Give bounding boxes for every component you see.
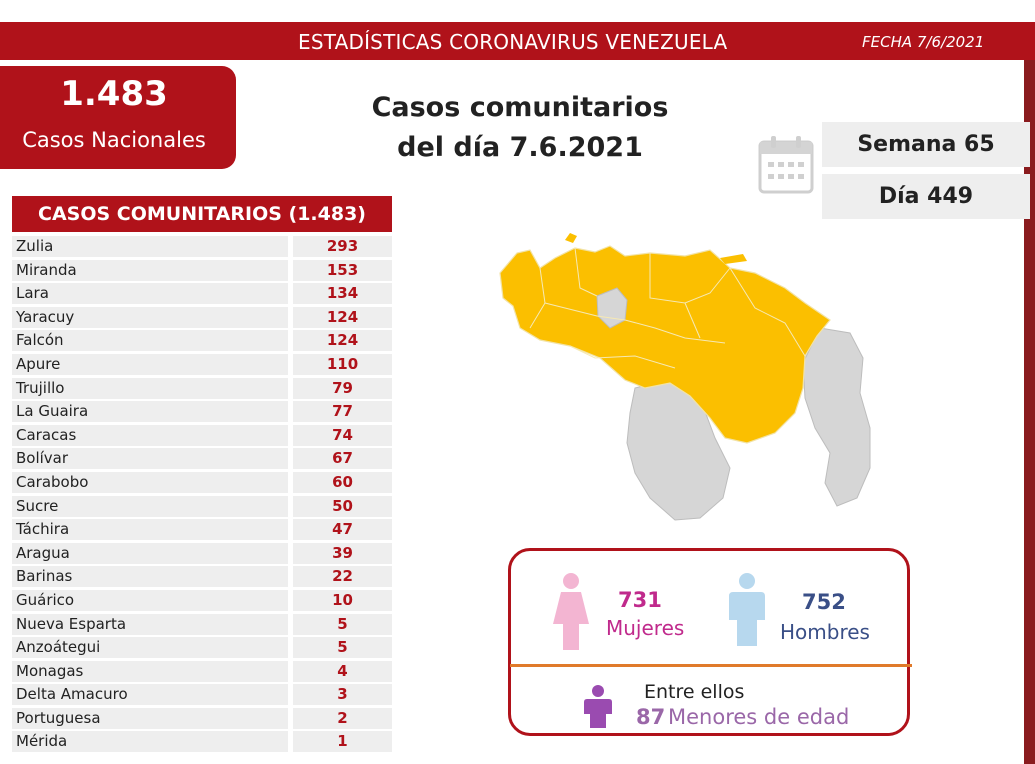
state-cases: 1 <box>293 731 392 753</box>
male-count: 752 <box>802 590 846 614</box>
table-row: Aragua 39 <box>12 542 392 567</box>
male-icon <box>729 573 765 646</box>
state-name: Carabobo <box>12 471 288 493</box>
state-cases: 79 <box>293 377 392 399</box>
map-region-falcon <box>565 233 577 243</box>
state-cases: 124 <box>293 306 392 328</box>
table-row: Anzoátegui 5 <box>12 637 392 661</box>
week-counter: Semana 65 <box>822 122 1030 167</box>
table-row: Monagas 4 <box>12 660 392 685</box>
state-cases: 153 <box>293 259 392 281</box>
state-name: Apure <box>12 353 288 375</box>
gender-breakdown-box <box>508 548 910 736</box>
state-cases: 50 <box>293 495 392 517</box>
table-row: Nueva Esparta 5 <box>12 613 392 638</box>
state-name: Yaracuy <box>12 306 288 328</box>
table-row: Barinas 22 <box>12 566 392 590</box>
table-row: Bolívar 67 <box>12 448 392 472</box>
state-cases: 39 <box>293 542 392 564</box>
state-cases: 77 <box>293 401 392 423</box>
venezuela-map <box>499 233 871 521</box>
minors-title: Entre ellos <box>644 681 745 703</box>
table-row: Lara 134 <box>12 283 392 307</box>
state-name: Falcón <box>12 330 288 352</box>
table-row: Carabobo 60 <box>12 471 392 496</box>
state-name: Mérida <box>12 731 288 753</box>
female-icon <box>553 573 589 650</box>
table-row: La Guaira 77 <box>12 401 392 425</box>
state-name: Barinas <box>12 566 288 588</box>
table-row: Yaracuy 124 <box>12 306 392 331</box>
state-name: Miranda <box>12 259 288 281</box>
map-region-nueva-esparta <box>720 254 747 264</box>
table-row: Zulia 293 <box>12 236 392 260</box>
table-row: Delta Amacuro 3 <box>12 684 392 708</box>
state-name: Portuguesa <box>12 707 288 729</box>
table-row: Miranda 153 <box>12 259 392 284</box>
page-title-line2: del día 7.6.2021 <box>397 132 643 163</box>
table-row: Trujillo 79 <box>12 377 392 402</box>
table-row: Falcón 124 <box>12 330 392 354</box>
page-title-line1: Casos comunitarios <box>371 92 669 123</box>
table-row: Apure 110 <box>12 353 392 378</box>
cases-table: Zulia 293 Miranda 153 Lara 134 Yaracuy 124 Falcó… <box>12 236 392 755</box>
state-name: La Guaira <box>12 401 288 423</box>
state-name: Nueva Esparta <box>12 613 288 635</box>
national-cases-label: Casos Nacionales <box>22 128 206 152</box>
state-cases: 134 <box>293 283 392 305</box>
table-row: Mérida 1 <box>12 731 392 755</box>
state-name: Monagas <box>12 660 288 682</box>
state-cases: 10 <box>293 589 392 611</box>
state-cases: 110 <box>293 353 392 375</box>
state-cases: 4 <box>293 660 392 682</box>
state-cases: 67 <box>293 448 392 470</box>
child-icon <box>584 685 612 728</box>
right-edge-bar <box>1024 60 1035 764</box>
state-cases: 124 <box>293 330 392 352</box>
table-row: Sucre 50 <box>12 495 392 520</box>
state-name: Lara <box>12 283 288 305</box>
table-row: Portuguesa 2 <box>12 707 392 732</box>
national-cases-total: 1.483 <box>60 74 168 114</box>
map-region-guayana <box>802 327 871 507</box>
state-name: Sucre <box>12 495 288 517</box>
state-name: Anzoátegui <box>12 637 288 659</box>
state-cases: 2 <box>293 707 392 729</box>
gender-divider <box>510 664 912 667</box>
table-row: Guárico 10 <box>12 589 392 614</box>
minors-label: Menores de edad <box>668 705 850 729</box>
female-count: 731 <box>618 588 662 612</box>
calendar-icon <box>758 136 814 194</box>
state-name: Delta Amacuro <box>12 684 288 706</box>
national-cases-card: 1.483 Casos Nacionales <box>0 66 236 169</box>
state-cases: 5 <box>293 637 392 659</box>
day-counter: Día 449 <box>822 174 1030 219</box>
state-cases: 60 <box>293 471 392 493</box>
state-name: Aragua <box>12 542 288 564</box>
top-frame <box>0 0 1035 22</box>
state-name: Guárico <box>12 589 288 611</box>
state-name: Bolívar <box>12 448 288 470</box>
state-name: Trujillo <box>12 377 288 399</box>
state-cases: 22 <box>293 566 392 588</box>
table-row: Táchira 47 <box>12 519 392 543</box>
banner-date: FECHA 7/6/2021 <box>862 33 985 51</box>
minors-count: 87 <box>636 705 666 729</box>
header-banner: ESTADÍSTICAS CORONAVIRUS VENEZUELA FECHA… <box>0 22 1035 60</box>
page-title: Casos comunitarios del día 7.6.2021 <box>340 88 700 168</box>
male-label: Hombres <box>780 620 870 644</box>
state-name: Caracas <box>12 424 288 446</box>
state-cases: 47 <box>293 519 392 541</box>
state-cases: 3 <box>293 684 392 706</box>
state-name: Táchira <box>12 519 288 541</box>
state-cases: 293 <box>293 236 392 257</box>
cases-table-title: CASOS COMUNITARIOS (1.483) <box>12 196 392 232</box>
state-cases: 5 <box>293 613 392 635</box>
banner-title: ESTADÍSTICAS CORONAVIRUS VENEZUELA <box>298 30 728 54</box>
state-cases: 74 <box>293 424 392 446</box>
table-row: Caracas 74 <box>12 424 392 449</box>
female-label: Mujeres <box>606 616 685 640</box>
state-name: Zulia <box>12 236 288 257</box>
